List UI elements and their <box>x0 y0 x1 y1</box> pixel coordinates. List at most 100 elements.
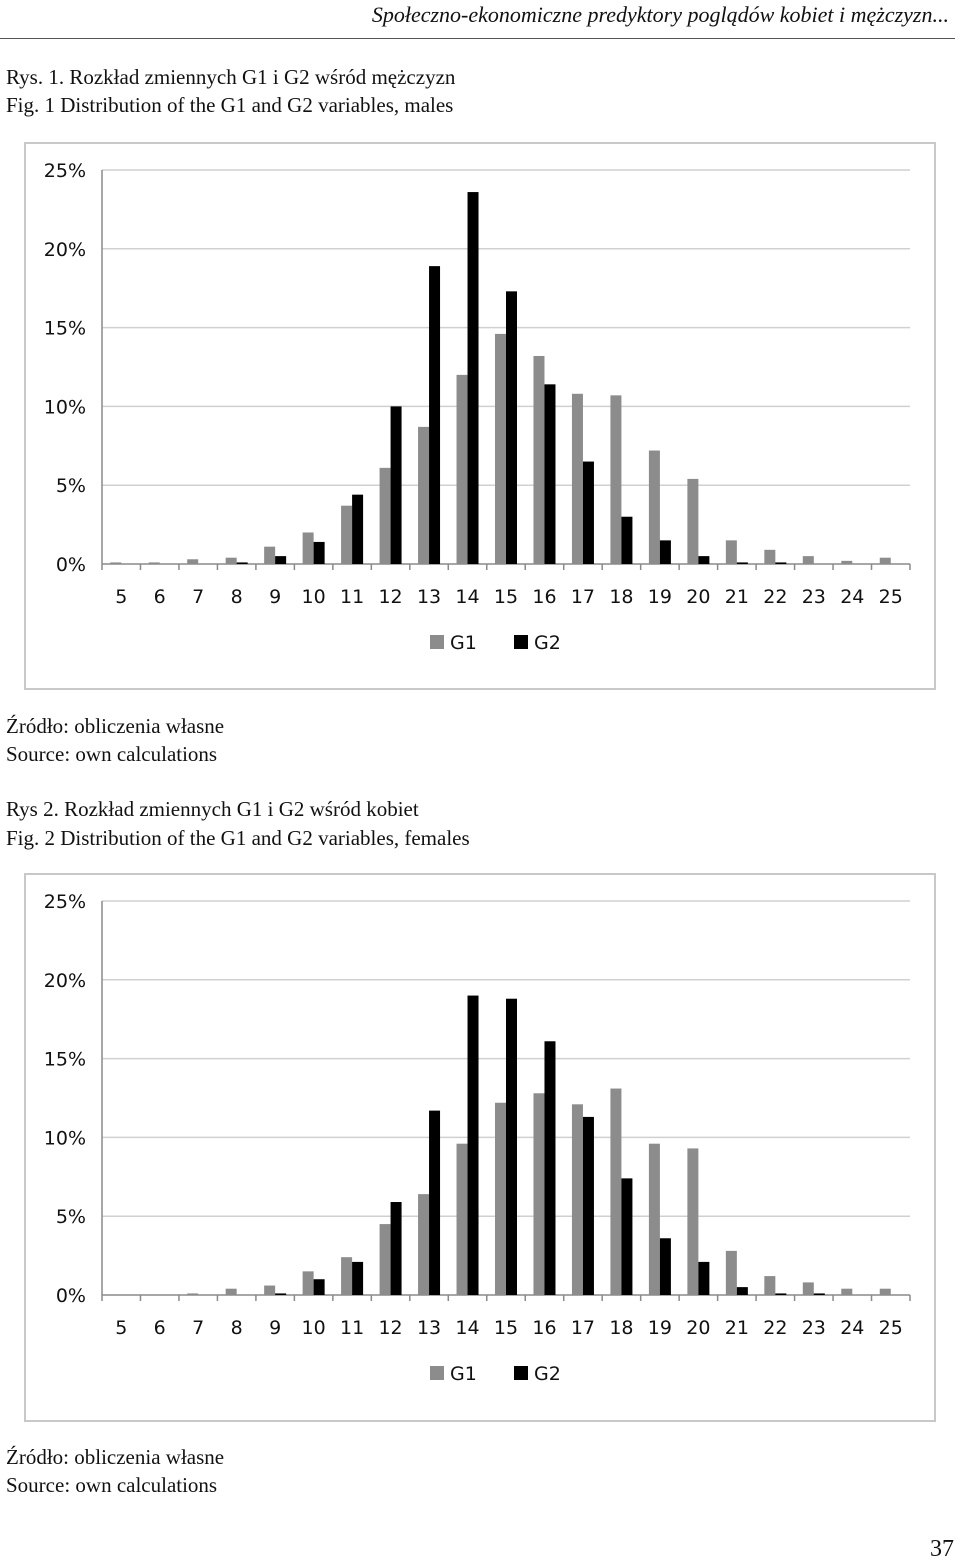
x-tick-label: 21 <box>725 586 749 608</box>
x-tick-label: 15 <box>494 586 518 608</box>
legend-swatch-g1 <box>430 635 444 649</box>
y-tick-label: 15% <box>44 318 86 340</box>
bar-g2 <box>621 516 633 564</box>
x-tick-label: 8 <box>231 1317 243 1339</box>
bar-g2 <box>698 556 710 564</box>
x-tick-label: 18 <box>609 586 633 608</box>
running-header: Społeczno-ekonomiczne predyktory poglądó… <box>0 0 955 39</box>
bar-g2 <box>659 540 671 564</box>
bar-g2 <box>582 1116 594 1295</box>
x-tick-label: 20 <box>686 1317 710 1339</box>
bar-g2 <box>544 1041 556 1295</box>
x-tick-label: 20 <box>686 586 710 608</box>
bar-g1 <box>571 393 583 564</box>
x-tick-label: 12 <box>378 1317 402 1339</box>
bar-g2 <box>352 494 364 564</box>
bar-g1 <box>148 562 160 564</box>
bar-g1 <box>648 1143 660 1295</box>
bar-g2 <box>313 541 325 564</box>
x-tick-label: 24 <box>840 586 864 608</box>
figure-1-caption-pl: Rys. 1. Rozkład zmiennych G1 i G2 wśród … <box>6 65 456 89</box>
figure-2-caption-en: Fig. 2 Distribution of the G1 and G2 var… <box>6 826 470 850</box>
bar-g1 <box>879 557 891 564</box>
bar-g1 <box>187 1293 199 1295</box>
figure-2-source-pl: Źródło: obliczenia własne <box>6 1445 225 1469</box>
bar-g2 <box>775 562 787 564</box>
bar-g1 <box>418 426 430 564</box>
bar-g2 <box>429 266 441 564</box>
x-tick-label: 19 <box>648 586 672 608</box>
bar-g1 <box>571 1104 583 1295</box>
bar-g2 <box>313 1279 325 1295</box>
x-tick-label: 11 <box>340 586 364 608</box>
bar-g2 <box>544 384 556 564</box>
bar-g1 <box>533 1093 545 1295</box>
bar-g1 <box>379 1224 391 1295</box>
x-tick-label: 17 <box>571 1317 595 1339</box>
x-tick-label: 8 <box>231 586 243 608</box>
x-tick-label: 6 <box>154 1317 166 1339</box>
legend-swatch-g1 <box>430 1366 444 1380</box>
bar-g2 <box>621 1178 633 1295</box>
y-tick-label: 0% <box>56 1285 86 1307</box>
bar-g1 <box>764 549 776 564</box>
bar-g2 <box>467 192 479 564</box>
running-title: Społeczno-ekonomiczne predyktory poglądó… <box>371 2 949 27</box>
bar-g1 <box>341 1257 353 1295</box>
x-tick-label: 22 <box>763 1317 787 1339</box>
x-tick-label: 18 <box>609 1317 633 1339</box>
bar-g2 <box>236 562 248 564</box>
x-tick-label: 9 <box>269 1317 281 1339</box>
x-tick-label: 6 <box>154 586 166 608</box>
bar-g1 <box>110 562 122 564</box>
bar-g1 <box>495 333 506 564</box>
x-tick-label: 25 <box>879 1317 903 1339</box>
bar-g1 <box>648 450 660 564</box>
bar-g2 <box>429 1110 441 1295</box>
bar-g2 <box>275 556 287 564</box>
bar-g1 <box>456 1143 468 1295</box>
bar-g2 <box>467 995 479 1295</box>
x-tick-label: 13 <box>417 1317 441 1339</box>
bar-g1 <box>341 505 353 564</box>
legend-swatch-g2 <box>514 635 528 649</box>
x-tick-label: 24 <box>840 1317 864 1339</box>
x-tick-label: 16 <box>532 586 556 608</box>
x-tick-label: 5 <box>115 1317 127 1339</box>
bar-g2 <box>736 562 748 564</box>
x-tick-label: 14 <box>455 586 479 608</box>
x-tick-label: 7 <box>192 586 204 608</box>
legend-label-g1: G1 <box>450 1363 477 1385</box>
bar-g1 <box>495 1102 506 1295</box>
bar-g1 <box>379 467 391 564</box>
x-tick-label: 10 <box>302 1317 326 1339</box>
bar-g2 <box>275 1293 287 1295</box>
bar-g1 <box>802 556 814 564</box>
figure-2-source-en: Source: own calculations <box>6 1473 218 1497</box>
x-tick-label: 25 <box>879 586 903 608</box>
figure-1-chart-svg: 0% 5% 10% 15% 20% 25% 5 6 7 8 9 10 11 12 13 14 15 16 17 18 1… <box>44 160 911 654</box>
y-tick-label: 25% <box>44 891 86 913</box>
figure-2-caption-pl: Rys 2. Rozkład zmiennych G1 i G2 wśród k… <box>6 797 419 821</box>
bar-g1 <box>302 1271 314 1295</box>
bar-g1 <box>302 532 314 564</box>
bar-g1 <box>610 395 622 564</box>
bar-g2 <box>390 1202 402 1295</box>
bar-g1 <box>225 1288 237 1295</box>
y-tick-label: 5% <box>56 1206 86 1228</box>
x-tick-label: 22 <box>763 586 787 608</box>
y-tick-label: 20% <box>44 970 86 992</box>
legend-label-g1: G1 <box>450 632 477 654</box>
bar-g1 <box>264 1285 276 1295</box>
bar-g2 <box>506 998 517 1295</box>
bar-g1 <box>764 1276 776 1295</box>
bar-g1 <box>725 540 737 564</box>
bar-g2 <box>659 1238 671 1295</box>
figure-1-chart: 0% 5% 10% 15% 20% 25% 5 6 7 8 9 10 11 12 13 14 15 16 17 18 1… <box>24 142 936 690</box>
bar-g1 <box>225 557 237 564</box>
bar-g1 <box>533 355 545 564</box>
x-tick-label: 17 <box>571 586 595 608</box>
y-tick-label: 10% <box>44 1127 86 1149</box>
bar-g1 <box>264 546 276 564</box>
x-tick-label: 23 <box>802 1317 826 1339</box>
